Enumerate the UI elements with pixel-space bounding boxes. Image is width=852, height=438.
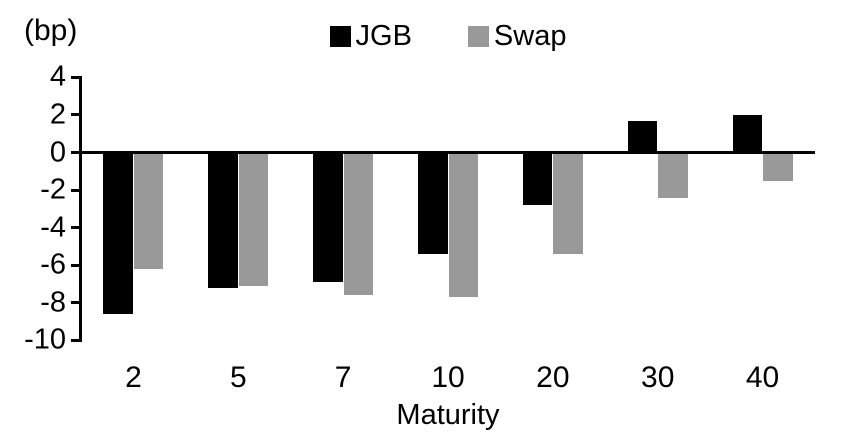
bar-jgb-5 bbox=[208, 152, 238, 288]
x-axis-category-label: 20 bbox=[536, 361, 570, 394]
bar-swap-30 bbox=[658, 152, 688, 198]
x-axis-category-label: 10 bbox=[431, 361, 465, 394]
bar-jgb-40 bbox=[732, 114, 763, 153]
x-axis-category-label: 2 bbox=[125, 361, 142, 394]
y-axis-tick-label: -8 bbox=[40, 286, 66, 319]
y-axis-unit-label: (bp) bbox=[24, 14, 78, 47]
bar-swap-10 bbox=[448, 152, 478, 298]
bar-jgb-2 bbox=[103, 152, 133, 314]
y-axis-tick bbox=[71, 151, 80, 154]
y-axis-tick-label: -4 bbox=[40, 211, 66, 244]
y-axis-tick-label: 2 bbox=[49, 98, 66, 131]
x-axis-category-label: 5 bbox=[229, 361, 247, 394]
y-axis-tick-label: 4 bbox=[49, 60, 66, 93]
bar-swap-5 bbox=[238, 152, 269, 286]
swap-legend-label: Swap bbox=[493, 20, 567, 52]
y-axis-tick bbox=[71, 75, 80, 79]
bar-swap-7 bbox=[343, 152, 374, 296]
x-axis-category-label: 30 bbox=[641, 361, 675, 394]
y-axis-tick-label: -10 bbox=[24, 323, 66, 356]
x-axis-category-label: 40 bbox=[745, 361, 780, 394]
x-axis-category-label: 7 bbox=[334, 361, 352, 394]
y-axis-tick bbox=[71, 188, 80, 192]
jgb-legend-label: JGB bbox=[355, 20, 412, 52]
swap-legend-swatch bbox=[467, 26, 489, 47]
y-axis-tick-label: -6 bbox=[40, 248, 66, 281]
bar-jgb-20 bbox=[522, 152, 553, 206]
y-axis-tick-label: 0 bbox=[49, 136, 66, 168]
x-axis-title: Maturity bbox=[396, 399, 500, 431]
bar-swap-20 bbox=[553, 152, 583, 254]
jgb-legend-swatch bbox=[329, 26, 351, 47]
bar-jgb-30 bbox=[627, 120, 658, 153]
bar-jgb-7 bbox=[313, 152, 343, 282]
y-axis-tick-label: -2 bbox=[40, 173, 66, 206]
y-axis-tick bbox=[71, 338, 80, 342]
x-axis-zero-line bbox=[79, 151, 815, 154]
legend-item-swap: Swap bbox=[467, 20, 567, 52]
y-axis-line bbox=[79, 76, 82, 342]
legend-item-jgb: JGB bbox=[329, 20, 412, 52]
y-axis-tick bbox=[71, 113, 80, 117]
y-axis-tick bbox=[71, 301, 80, 305]
bar-swap-2 bbox=[133, 152, 164, 269]
y-axis-tick bbox=[71, 263, 80, 267]
bar-swap-40 bbox=[763, 152, 793, 181]
y-axis-tick bbox=[71, 226, 80, 230]
legend: JGB Swap bbox=[81, 22, 815, 51]
bar-jgb-10 bbox=[418, 152, 448, 254]
